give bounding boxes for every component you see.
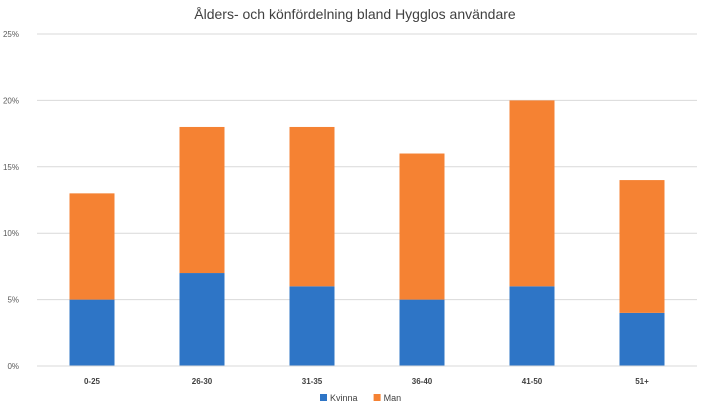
bar-kvinna-0-25 bbox=[69, 299, 115, 366]
bar-man-26-30 bbox=[179, 126, 225, 274]
x-tick-label: 36-40 bbox=[412, 377, 433, 386]
bar-man-31-35 bbox=[289, 126, 335, 287]
y-tick-label: 25% bbox=[3, 30, 19, 39]
x-tick-label: 31-35 bbox=[302, 377, 323, 386]
chart-title: Ålders- och könfördelning bland Hygglos … bbox=[194, 6, 516, 22]
gridlines bbox=[37, 33, 697, 301]
y-tick-label: 0% bbox=[7, 362, 19, 371]
bar-kvinna-26-30 bbox=[179, 273, 225, 366]
bar-kvinna-36-40 bbox=[399, 299, 445, 366]
legend-label-kvinna: Kvinna bbox=[330, 393, 358, 403]
y-tick-label: 15% bbox=[3, 163, 19, 172]
bar-man-0-25 bbox=[69, 193, 115, 300]
x-tick-label: 41-50 bbox=[522, 377, 543, 386]
x-tick-label: 26-30 bbox=[192, 377, 213, 386]
bar-kvinna-31-35 bbox=[289, 286, 335, 366]
y-tick-label: 5% bbox=[7, 296, 19, 305]
bar-man-51+ bbox=[619, 180, 665, 313]
x-tick-label: 0-25 bbox=[84, 377, 101, 386]
legend: Kvinna Man bbox=[320, 393, 401, 403]
bars bbox=[69, 100, 665, 366]
y-tick-label: 10% bbox=[3, 229, 19, 238]
bar-kvinna-41-50 bbox=[509, 286, 555, 366]
x-tick-label: 51+ bbox=[635, 377, 649, 386]
legend-label-man: Man bbox=[384, 393, 402, 403]
legend-swatch-kvinna bbox=[320, 394, 327, 401]
bar-kvinna-51+ bbox=[619, 312, 665, 366]
bar-man-41-50 bbox=[509, 100, 555, 287]
y-tick-label: 20% bbox=[3, 96, 19, 105]
axes: 0% 5% 10% 15% 20% 25% 0-25 26-30 31-35 36-40 41-50… bbox=[3, 30, 697, 386]
legend-swatch-man bbox=[373, 394, 381, 401]
bar-man-36-40 bbox=[399, 153, 445, 300]
